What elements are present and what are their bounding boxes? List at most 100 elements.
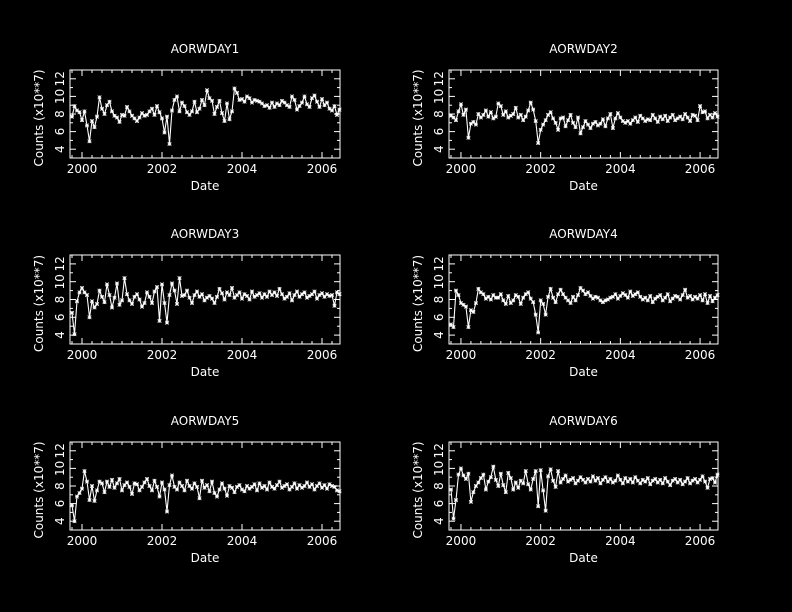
data-point (575, 115, 581, 120)
data-point (590, 121, 596, 126)
data-point (618, 477, 623, 482)
data-point (675, 294, 680, 299)
data-point (144, 112, 150, 117)
data-point (660, 117, 665, 122)
data-point (620, 481, 625, 486)
data-point (92, 125, 97, 130)
data-point (556, 292, 561, 297)
data-point (244, 483, 250, 489)
data-point (668, 299, 673, 304)
data-point (488, 110, 493, 115)
data-point (209, 296, 215, 301)
data-point (319, 96, 325, 102)
data-point (327, 482, 332, 487)
data-point (615, 473, 620, 478)
data-point (309, 482, 315, 487)
data-point (461, 112, 466, 117)
data-point (249, 100, 255, 105)
data-point (513, 105, 518, 110)
data-point (257, 99, 262, 104)
data-point (610, 480, 615, 485)
data-point (688, 481, 693, 486)
data-point (69, 310, 75, 315)
data-point (324, 100, 330, 105)
data-point (334, 290, 340, 295)
data-point (329, 292, 335, 298)
x-tick-label: 2006 (685, 348, 716, 362)
data-point (172, 97, 177, 103)
data-point (194, 289, 200, 294)
data-point (608, 111, 613, 117)
data-point (84, 479, 90, 484)
data-point (274, 483, 280, 488)
data-point (282, 100, 287, 105)
data-point (107, 99, 112, 104)
data-point (501, 112, 506, 117)
data-point (595, 295, 601, 300)
data-point (99, 481, 105, 486)
data-point (643, 295, 648, 300)
data-point (327, 293, 332, 299)
data-point (578, 285, 583, 291)
data-point (282, 483, 287, 489)
data-point (299, 100, 305, 105)
data-point (563, 124, 568, 129)
chart-panel: AORWDAY6 Date Counts (x10**7) 2000 2002 2004 2… (411, 414, 720, 565)
chart-title: AORWDAY6 (549, 414, 617, 428)
plot-frame (69, 69, 341, 159)
data-point (199, 478, 205, 483)
data-point (471, 490, 476, 495)
data-point (578, 475, 583, 480)
data-point (97, 479, 102, 484)
data-point (112, 485, 117, 490)
data-point (257, 291, 262, 296)
x-tick-label: 2002 (147, 348, 178, 362)
data-point (69, 114, 75, 119)
data-point (217, 487, 222, 492)
data-point (209, 98, 215, 103)
data-point (107, 484, 112, 489)
data-point (204, 88, 210, 93)
data-point (294, 107, 300, 112)
chart-title: AORWDAY3 (171, 227, 239, 241)
data-point (247, 96, 252, 101)
data-point (488, 297, 493, 302)
data-point (177, 109, 182, 114)
data-point (653, 296, 658, 301)
data-point (685, 115, 690, 120)
data-point (518, 112, 523, 117)
data-point (312, 93, 317, 98)
data-point (680, 292, 685, 298)
data-point (134, 292, 140, 297)
data-point (670, 112, 675, 117)
data-point (670, 478, 675, 483)
data-point (284, 294, 290, 299)
data-point (645, 117, 650, 122)
data-point (324, 486, 330, 491)
data-point (102, 300, 107, 305)
data-point (134, 482, 140, 487)
data-point (678, 297, 683, 302)
data-point (267, 105, 272, 110)
data-point (184, 478, 190, 483)
data-point (127, 109, 132, 114)
data-point (132, 294, 137, 299)
data-point (468, 499, 474, 504)
data-point (585, 122, 591, 127)
data-point (541, 301, 546, 307)
y-tick-label: 8 (432, 110, 446, 118)
chart-title: AORWDAY1 (171, 42, 239, 56)
data-point (536, 330, 541, 335)
data-point (518, 478, 523, 483)
data-point (573, 125, 578, 130)
data-point (623, 292, 628, 298)
data-point (94, 301, 100, 307)
data-point (598, 298, 603, 303)
data-point (167, 483, 172, 488)
data-point (247, 486, 252, 491)
data-point (705, 116, 710, 121)
data-point (533, 312, 538, 317)
data-point (289, 94, 295, 99)
data-point (593, 478, 598, 483)
data-point (496, 483, 501, 489)
